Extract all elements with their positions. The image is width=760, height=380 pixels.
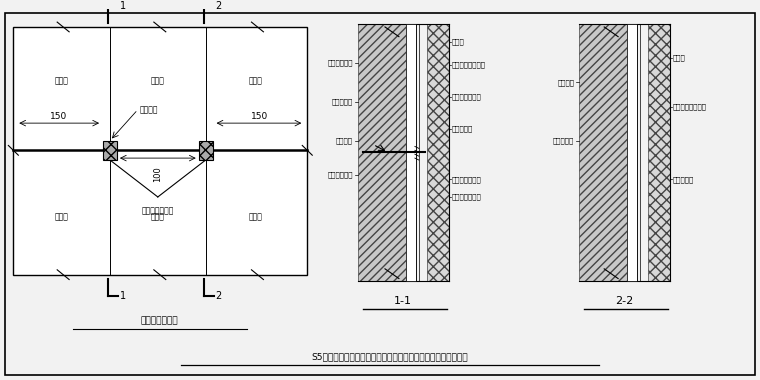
- Text: 1-1: 1-1: [394, 296, 412, 306]
- Bar: [198, 141, 213, 160]
- Text: 采用云石胶固定: 采用云石胶固定: [451, 194, 482, 200]
- Text: 1: 1: [120, 1, 126, 11]
- Text: 射钉固定: 射钉固定: [336, 137, 353, 144]
- Text: 玻化砖: 玻化砖: [249, 212, 262, 221]
- Bar: [14, 27, 307, 275]
- Text: 玻化砖: 玻化砖: [151, 212, 165, 221]
- Text: 墙体抹灰层: 墙体抹灰层: [553, 137, 575, 144]
- Text: 云石胶快速固定: 云石胶快速固定: [451, 93, 482, 100]
- Text: 墙体基层: 墙体基层: [557, 79, 575, 86]
- Text: 1: 1: [120, 291, 126, 301]
- Text: 墙体抹灰层: 墙体抹灰层: [332, 98, 353, 105]
- Text: 2: 2: [216, 291, 222, 301]
- Bar: [406, 24, 416, 282]
- Text: 结构墙体基层: 结构墙体基层: [328, 60, 353, 66]
- Text: 2-2: 2-2: [615, 296, 633, 306]
- Bar: [627, 24, 637, 282]
- Text: 玻化砖强力粘结剂: 玻化砖强力粘结剂: [451, 62, 486, 68]
- Text: 射钉固定: 射钉固定: [140, 105, 158, 114]
- Text: 150: 150: [49, 112, 67, 121]
- Text: 2: 2: [216, 1, 222, 11]
- Text: 填缝剂嵌缝: 填缝剂嵌缝: [673, 176, 694, 183]
- Text: 玻化砖: 玻化砖: [249, 76, 262, 85]
- Bar: [648, 24, 670, 282]
- Text: 玻化砖背面开槽: 玻化砖背面开槽: [451, 176, 482, 183]
- Text: 玻化砖: 玻化砖: [451, 38, 464, 45]
- Text: 不锈钢藏匿挂件: 不锈钢藏匿挂件: [141, 206, 174, 215]
- Text: 玻化砖强力粘结剂: 玻化砖强力粘结剂: [673, 103, 707, 110]
- Text: 墙砖立面示意图: 墙砖立面示意图: [141, 317, 179, 326]
- Text: 玻化砖: 玻化砖: [151, 76, 165, 85]
- Bar: [358, 24, 406, 282]
- Text: 玻化砖: 玻化砖: [673, 55, 686, 61]
- Text: 100: 100: [154, 166, 163, 182]
- Bar: [579, 24, 627, 282]
- Text: 150: 150: [251, 112, 268, 121]
- Text: 不锈钢挂连件: 不锈钢挂连件: [328, 171, 353, 178]
- Text: 玻化砖: 玻化砖: [54, 76, 68, 85]
- Text: 填缝剂嵌缝: 填缝剂嵌缝: [451, 126, 473, 132]
- Text: 玻化砖: 玻化砖: [54, 212, 68, 221]
- Bar: [427, 24, 448, 282]
- Bar: [103, 141, 117, 160]
- Text: S5工程精装修大堂墙面湿贴工艺玻化砖湿贴局部加强做法示意图: S5工程精装修大堂墙面湿贴工艺玻化砖湿贴局部加强做法示意图: [312, 353, 468, 362]
